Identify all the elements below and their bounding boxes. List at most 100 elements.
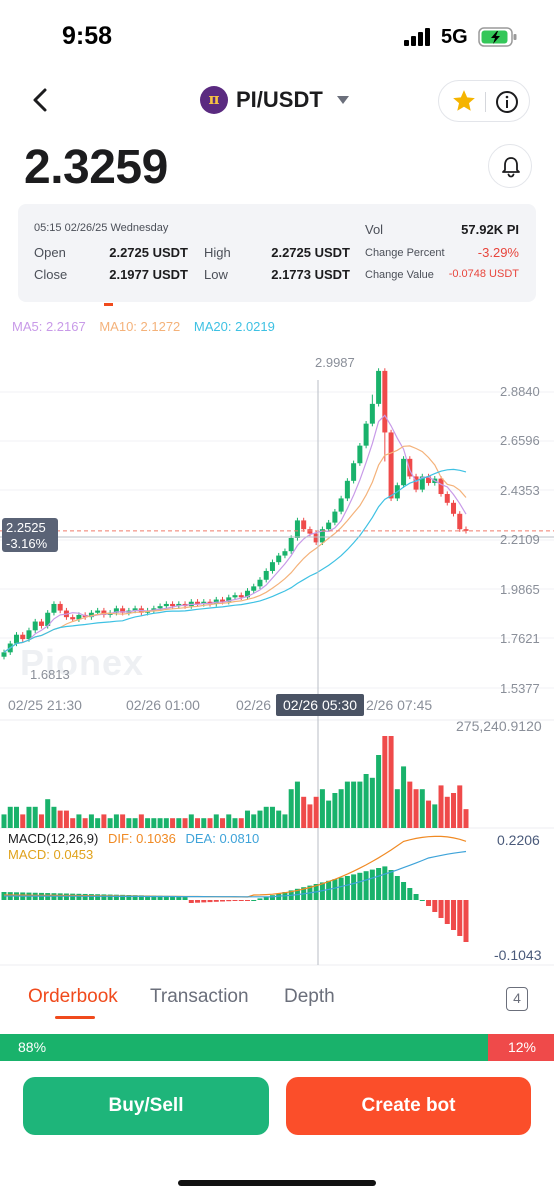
dif-value: DIF: 0.1036 <box>107 831 176 846</box>
volume-bar <box>369 777 375 828</box>
tab-depth[interactable]: Depth <box>284 986 335 1007</box>
volume-bar <box>326 800 332 828</box>
candle-body <box>51 603 57 613</box>
active-tab-indicator <box>55 1016 95 1019</box>
ma5-value: MA5: 2.2167 <box>12 319 86 334</box>
ma20-line <box>3 468 467 653</box>
candle-body <box>76 614 82 620</box>
open-value: 2.2725 USDT <box>109 245 188 260</box>
volume-bar <box>238 818 244 828</box>
volume-bar <box>376 755 382 828</box>
high-label: High <box>204 245 231 260</box>
open-label: Open <box>34 245 66 260</box>
volume-bar <box>426 800 432 828</box>
high-value: 2.2725 USDT <box>271 245 350 260</box>
create-bot-button[interactable]: Create bot <box>286 1077 531 1135</box>
nav-bar: PI/USDT <box>0 76 554 124</box>
crosshair-time-tag: 02/26 05:30 <box>276 694 364 716</box>
volume-bar <box>132 818 138 828</box>
candle-body <box>376 370 382 404</box>
macd-histogram-bar <box>276 893 282 900</box>
candle-body <box>294 520 300 538</box>
candle-body <box>220 599 226 602</box>
candle-body <box>288 537 294 552</box>
pionex-watermark: Pionex <box>20 642 145 683</box>
candle-body <box>444 494 450 503</box>
volume-bar <box>457 785 463 828</box>
macd-histogram-bar <box>232 900 238 901</box>
candle-body <box>88 612 94 618</box>
volume-bar <box>269 806 275 828</box>
candle-body <box>276 555 282 563</box>
macd-histogram-bar <box>251 900 257 901</box>
candlestick-chart[interactable] <box>0 340 554 970</box>
candle-body <box>20 634 26 640</box>
sell-ratio: 12% <box>488 1034 554 1061</box>
candle-body <box>151 608 157 611</box>
macd-histogram-bar <box>76 893 82 900</box>
candle-body <box>32 621 38 631</box>
buy-sell-button[interactable]: Buy/Sell <box>23 1077 269 1135</box>
macd-histogram-bar <box>363 871 369 900</box>
battery-charging-icon <box>478 27 517 47</box>
y-axis-label: 1.9865 <box>500 582 540 597</box>
macd-histogram-bar <box>263 896 269 900</box>
volume-bar <box>170 818 176 828</box>
candle-body <box>413 476 419 490</box>
price-alert-button[interactable] <box>488 144 532 188</box>
home-indicator[interactable] <box>178 1180 376 1186</box>
y-axis-label: 2.2109 <box>500 532 540 547</box>
macd-histogram-bar <box>163 895 169 900</box>
vol-value: 57.92K PI <box>461 222 519 237</box>
macd-histogram-bar <box>170 896 176 900</box>
candle-body <box>301 520 307 530</box>
chevron-left-icon[interactable] <box>28 86 54 114</box>
volume-bar <box>407 781 413 828</box>
volume-bar <box>70 818 76 828</box>
macd-histogram-bar <box>444 900 450 924</box>
macd-histogram-bar <box>326 880 332 900</box>
network-type: 5G <box>441 26 468 48</box>
volume-bar <box>438 785 444 828</box>
candle-body <box>101 610 107 615</box>
buy-sell-ratio-bar: 88% 12% <box>0 1034 554 1061</box>
volume-bar <box>95 818 101 828</box>
low-label: Low <box>204 267 228 282</box>
star-icon[interactable] <box>451 88 477 114</box>
macd-histogram-bar <box>88 894 94 900</box>
candle-body <box>319 529 325 543</box>
volume-bar <box>138 814 144 828</box>
volume-bar <box>195 818 201 828</box>
depth-level-badge[interactable]: 4 <box>506 987 528 1011</box>
volume-bar <box>201 818 207 828</box>
volume-bar <box>213 814 219 828</box>
macd-histogram-bar <box>188 900 194 903</box>
volume-bar <box>319 789 325 828</box>
ma5-line <box>3 414 467 653</box>
time-axis-label: 02/26 01:00 <box>126 697 200 713</box>
candle-body <box>463 529 469 531</box>
change-value-label: Change Value <box>365 269 434 281</box>
tab-transaction[interactable]: Transaction <box>150 986 249 1007</box>
volume-bar <box>38 814 44 828</box>
pair-selector[interactable]: PI/USDT <box>200 84 349 116</box>
macd-histogram-bar <box>145 895 151 900</box>
macd-histogram-bar <box>438 900 444 918</box>
volume-bar <box>276 810 282 828</box>
change-value-value: -0.0748 USDT <box>448 268 519 280</box>
volume-bar <box>357 781 363 828</box>
low-value: 2.1773 USDT <box>271 267 350 282</box>
volume-bar <box>257 810 263 828</box>
macd-histogram-bar <box>413 894 419 900</box>
info-icon[interactable] <box>495 90 519 114</box>
tab-orderbook[interactable]: Orderbook <box>28 986 118 1007</box>
time-axis-label: 02/25 21:30 <box>8 697 82 713</box>
macd-histogram-bar <box>344 876 350 900</box>
pair-name: PI/USDT <box>236 87 323 112</box>
volume-bar <box>51 806 57 828</box>
candle-body <box>307 529 313 534</box>
candle-body <box>401 458 407 486</box>
macd-bottom-label: -0.1043 <box>494 947 542 963</box>
macd-histogram-bar <box>138 895 144 900</box>
nav-actions <box>438 80 530 122</box>
